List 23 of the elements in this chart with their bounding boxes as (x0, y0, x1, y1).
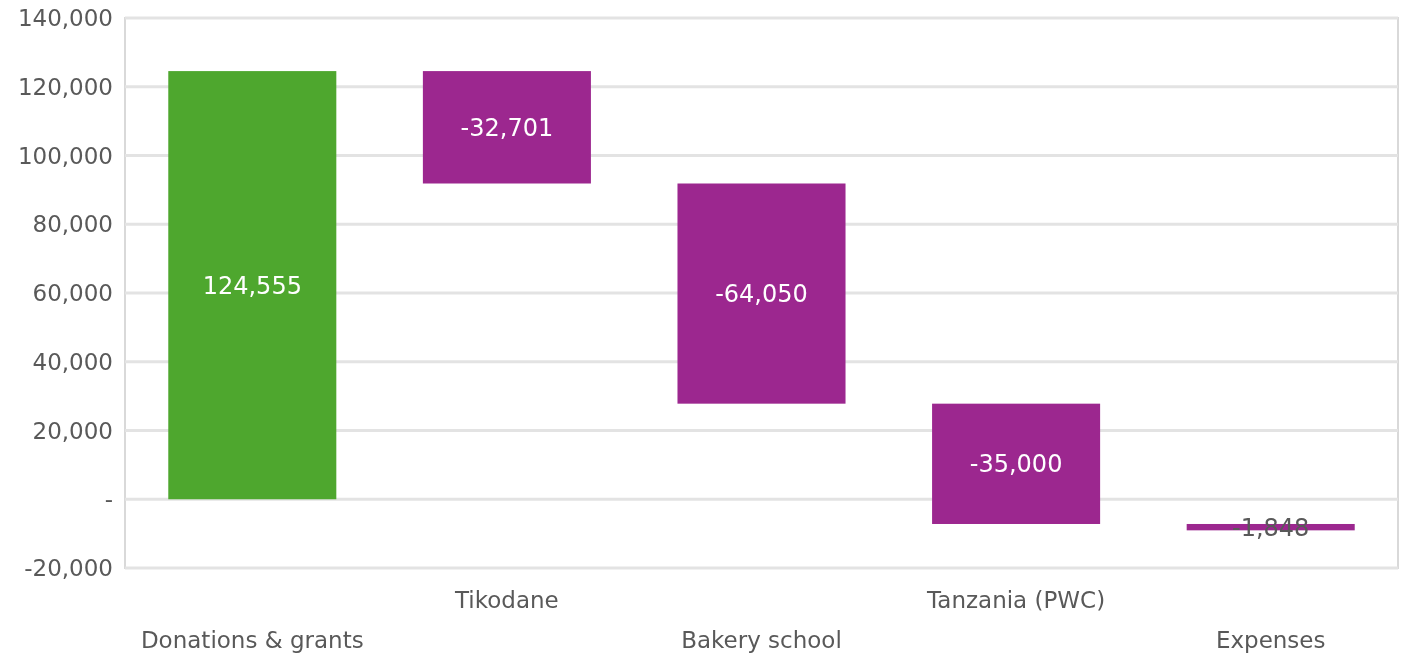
x-tick-label: Tikodane (454, 587, 559, 613)
x-tick-label: Tanzania (PWC) (926, 587, 1106, 613)
data-label: -32,701 (460, 113, 554, 142)
y-tick-label: - (104, 486, 113, 513)
y-tick-label: 140,000 (17, 5, 113, 32)
y-tick-label: 120,000 (17, 73, 113, 100)
y-tick-label: 20,000 (32, 417, 113, 444)
y-tick-label: 60,000 (32, 280, 113, 307)
data-label: 124,555 (202, 271, 302, 300)
y-tick-label: 100,000 (17, 142, 113, 169)
bar (932, 403, 1101, 524)
x-tick-label: Bakery school (681, 627, 842, 653)
data-label: -64,050 (715, 279, 808, 308)
x-tick-label: Expenses (1215, 627, 1326, 653)
y-tick-label: 40,000 (32, 348, 113, 375)
bar (677, 183, 846, 404)
data-label: -1,848 (1232, 513, 1310, 542)
bar (168, 71, 337, 500)
y-tick-label: 80,000 (32, 211, 113, 238)
y-tick-label: -20,000 (24, 555, 113, 582)
bar (422, 71, 591, 184)
x-tick-label: Donations & grants (140, 627, 364, 653)
data-label: -35,000 (969, 450, 1063, 479)
